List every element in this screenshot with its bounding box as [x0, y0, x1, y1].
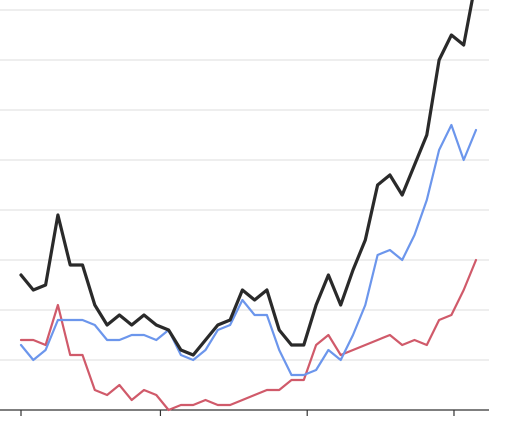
gridlines [0, 9, 489, 361]
series-line-1 [19, 0, 474, 357]
series-lines [19, 0, 478, 412]
series-line-3 [19, 258, 478, 412]
x-axis [0, 409, 489, 416]
series-line-2 [19, 123, 478, 377]
end-markers [21, 0, 481, 410]
